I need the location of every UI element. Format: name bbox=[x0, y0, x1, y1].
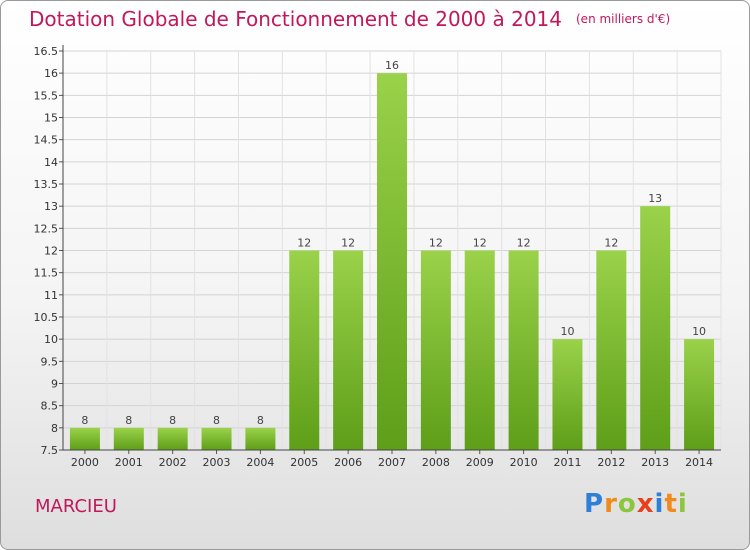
logo-letter: o bbox=[617, 489, 637, 519]
title-text: Dotation Globale de Fonctionnement de 20… bbox=[29, 7, 562, 31]
y-tick-label: 9 bbox=[51, 378, 58, 391]
y-tick-label: 16 bbox=[44, 67, 58, 80]
logo-letter: t bbox=[664, 489, 678, 519]
x-tick-label: 2000 bbox=[71, 456, 99, 469]
logo-letter: P bbox=[584, 489, 605, 519]
x-tick-label: 2014 bbox=[685, 456, 713, 469]
bar bbox=[464, 250, 495, 450]
x-tick-label: 2006 bbox=[334, 456, 362, 469]
bar-value-label: 12 bbox=[341, 237, 355, 250]
axes: 7.5 8 8.5 9 9.5 10 10.5 11 11.5 12 12.5 13 13.5 14 14.… bbox=[34, 45, 721, 469]
x-tick-label: 2012 bbox=[597, 456, 625, 469]
bar-value-label: 12 bbox=[297, 237, 311, 250]
bar-value-label: 12 bbox=[517, 237, 531, 250]
y-tick-label: 12.5 bbox=[34, 222, 59, 235]
bar bbox=[377, 73, 407, 451]
y-tick-label: 13 bbox=[44, 200, 58, 213]
place-name: MARCIEU bbox=[35, 496, 117, 517]
bar-value-label: 12 bbox=[473, 237, 487, 250]
bar bbox=[113, 427, 144, 450]
x-tick-label: 2005 bbox=[290, 456, 318, 469]
y-tick-label: 12 bbox=[44, 245, 58, 258]
y-tick-label: 11.5 bbox=[34, 267, 59, 280]
x-tick-label: 2013 bbox=[641, 456, 669, 469]
x-tick-label: 2002 bbox=[159, 456, 187, 469]
y-tick-label: 15.5 bbox=[34, 89, 59, 102]
logo-letter: i bbox=[677, 489, 688, 519]
x-tick-label: 2011 bbox=[553, 456, 581, 469]
y-tick-label: 10.5 bbox=[34, 311, 59, 324]
bar-value-label: 8 bbox=[125, 414, 132, 427]
y-tick-label: 15 bbox=[44, 112, 58, 125]
logo-letter: r bbox=[604, 489, 618, 519]
x-tick-label: 2001 bbox=[115, 456, 143, 469]
y-tick-label: 10 bbox=[44, 333, 58, 346]
bar bbox=[596, 250, 627, 450]
bar bbox=[69, 427, 100, 450]
x-tick-label: 2004 bbox=[246, 456, 274, 469]
y-tick-label: 8.5 bbox=[41, 400, 59, 413]
bar bbox=[684, 339, 715, 450]
y-tick-label: 11 bbox=[44, 289, 58, 302]
x-tick-label: 2010 bbox=[510, 456, 538, 469]
bars: 8 8 8 8 8 12 12 16 12 12 12 10 12 13 10 bbox=[69, 59, 715, 451]
unit-note: (en milliers d'€) bbox=[576, 12, 671, 26]
proxiti-logo: Proxiti bbox=[584, 489, 688, 519]
bar-value-label: 8 bbox=[257, 414, 264, 427]
logo-letter: i bbox=[654, 489, 665, 519]
bar-value-label: 12 bbox=[604, 237, 618, 250]
bar-value-label: 8 bbox=[213, 414, 220, 427]
y-tick-label: 13.5 bbox=[34, 178, 59, 191]
bar-value-label: 10 bbox=[692, 325, 706, 338]
bar bbox=[157, 427, 188, 450]
bar-value-label: 10 bbox=[560, 325, 574, 338]
bar-value-label: 12 bbox=[429, 237, 443, 250]
bar-value-label: 16 bbox=[385, 59, 399, 72]
bar bbox=[508, 250, 539, 450]
chart-title: Dotation Globale de Fonctionnement de 20… bbox=[29, 7, 670, 31]
bar-value-label: 8 bbox=[169, 414, 176, 427]
bar bbox=[552, 339, 583, 450]
bar bbox=[420, 250, 451, 450]
logo-letter: x bbox=[636, 489, 655, 519]
bar bbox=[245, 427, 276, 450]
bar bbox=[201, 427, 232, 450]
y-tick-label: 16.5 bbox=[34, 45, 59, 58]
bar-value-label: 13 bbox=[648, 192, 662, 205]
bar bbox=[640, 206, 671, 450]
y-tick-label: 9.5 bbox=[41, 355, 59, 368]
bar bbox=[333, 250, 364, 450]
y-tick-label: 8 bbox=[51, 422, 58, 435]
y-tick-label: 14.5 bbox=[34, 134, 59, 147]
x-tick-label: 2009 bbox=[466, 456, 494, 469]
x-tick-label: 2003 bbox=[203, 456, 231, 469]
x-tick-label: 2008 bbox=[422, 456, 450, 469]
y-tick-label: 14 bbox=[44, 156, 58, 169]
bar bbox=[289, 250, 320, 450]
x-tick-label: 2007 bbox=[378, 456, 406, 469]
bar-value-label: 8 bbox=[81, 414, 88, 427]
y-tick-label: 7.5 bbox=[41, 444, 59, 457]
